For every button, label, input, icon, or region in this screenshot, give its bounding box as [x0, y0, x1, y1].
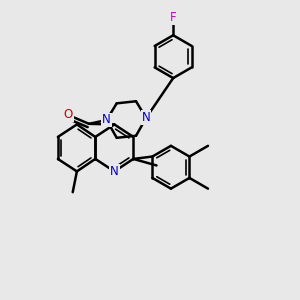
Text: F: F	[170, 11, 176, 24]
Text: O: O	[63, 108, 73, 122]
Text: N: N	[102, 113, 111, 127]
Text: N: N	[110, 165, 119, 178]
Text: N: N	[110, 165, 119, 178]
Text: N: N	[142, 111, 151, 124]
